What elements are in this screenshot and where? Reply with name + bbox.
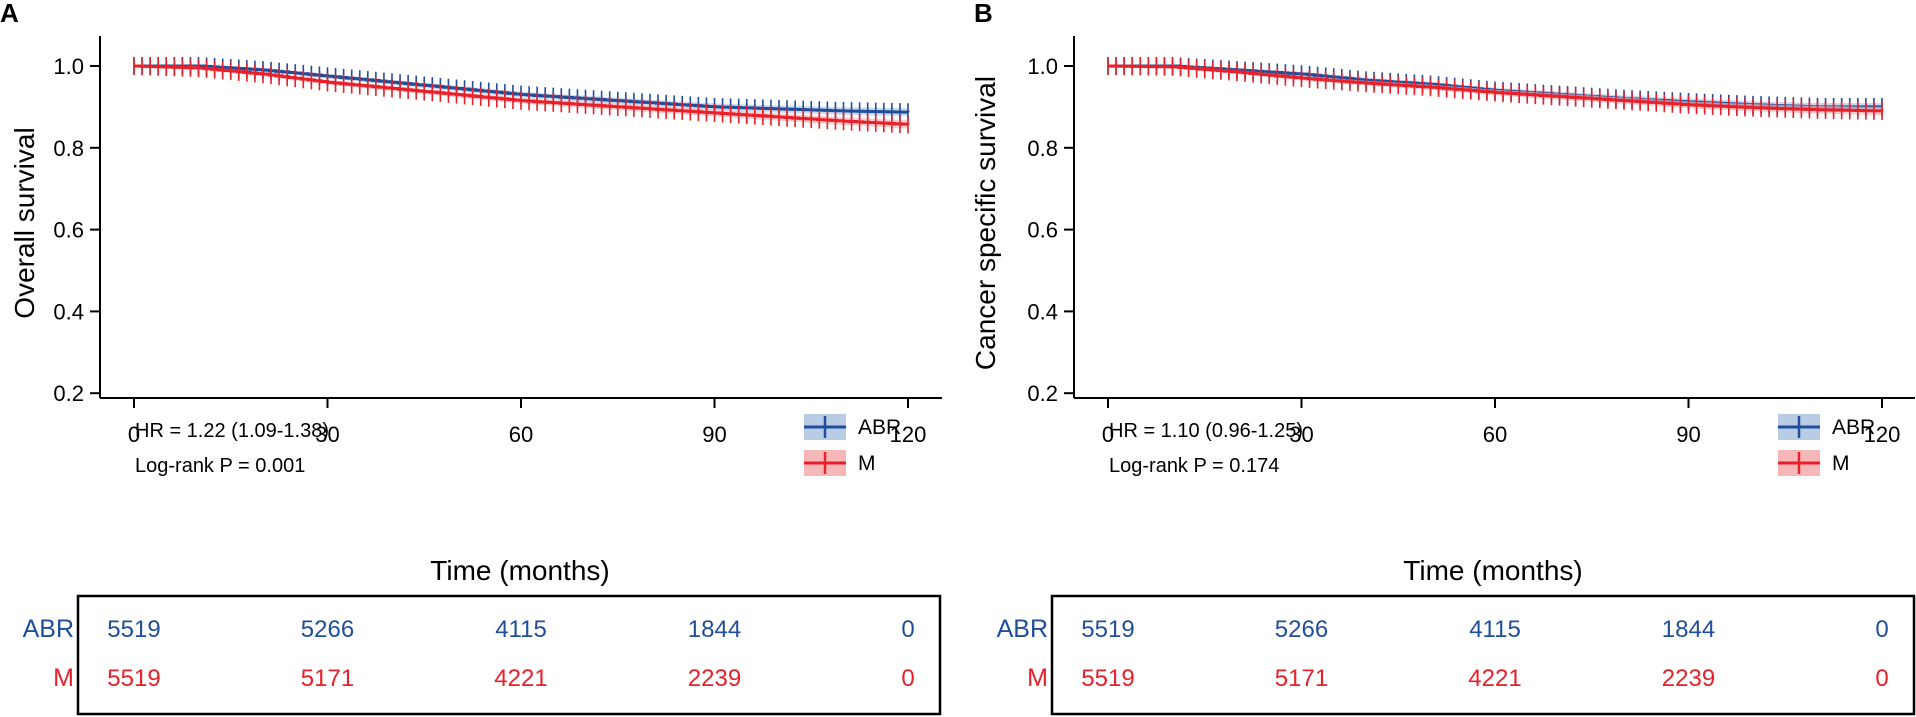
risk-cell: 4221: [1468, 665, 1521, 692]
x-tick-label: 60: [1483, 422, 1507, 447]
legend-label-m: M: [1832, 452, 1850, 475]
risk-cells: 5519 5266 4115 1844 0 5519 5171 4221 2239 0: [107, 616, 914, 692]
panel-letter: B: [974, 0, 993, 28]
hr-annotation: HR = 1.22 (1.09-1.38): [135, 420, 329, 442]
y-tick-label: 0.2: [1027, 381, 1058, 406]
legend-label-abr: ABR: [1832, 416, 1875, 439]
legend-label-abr: ABR: [858, 416, 901, 439]
y-axis-label: Overall survival: [9, 127, 40, 318]
y-ticks: 0.2 0.4 0.6 0.8 1.0: [1027, 54, 1074, 406]
x-tick-label: 0: [1102, 422, 1114, 447]
risk-table: ABR M 5519 5266 4115 1844 0 5519 5171 4221 2239 0: [997, 594, 1916, 716]
risk-cell: 5266: [301, 616, 354, 643]
risk-cell: 4221: [494, 665, 547, 692]
risk-cell: 0: [901, 665, 914, 692]
x-tick-label: 120: [890, 422, 927, 447]
legend-label-m: M: [858, 452, 876, 475]
x-tick-label: 60: [509, 422, 533, 447]
x-ticks: 0 30 60 90 120: [128, 398, 926, 447]
risk-cell: 1844: [688, 616, 741, 643]
risk-row-label-abr: ABR: [997, 615, 1048, 643]
y-tick-label: 0.4: [1027, 299, 1058, 324]
survival-line-abr: [134, 64, 910, 114]
risk-cell: 4115: [495, 616, 547, 643]
risk-cell: 2239: [1662, 665, 1715, 692]
x-tick-label: 30: [315, 422, 339, 447]
risk-cell: 2239: [688, 665, 741, 692]
risk-cell: 5519: [1081, 665, 1134, 692]
y-tick-label: 0.2: [53, 381, 84, 406]
risk-cell: 5171: [1275, 665, 1328, 692]
risk-table: ABR M 5519 5266 4115 1844 0 5519 5171 4221 2239 0: [23, 594, 942, 716]
risk-table-frame: [1050, 594, 1916, 716]
series-layer: [1107, 57, 1884, 120]
series-layer: [133, 57, 910, 134]
risk-cell: 4115: [1469, 616, 1521, 643]
risk-cells: 5519 5266 4115 1844 0 5519 5171 4221 2239 0: [1081, 616, 1888, 692]
panel-b: B 0.2 0.4 0.6 0.8 1.0 0 30 60 90 120 Cancer spec…: [970, 0, 1916, 716]
x-tick-label: 0: [128, 422, 140, 447]
x-tick-label: 90: [702, 422, 726, 447]
logrank-annotation: Log-rank P = 0.174: [1109, 455, 1279, 477]
risk-cell: 5519: [1081, 616, 1134, 643]
y-tick-label: 0.6: [53, 218, 84, 243]
y-axis-label: Cancer specific survival: [970, 76, 1001, 370]
panel-letter: A: [0, 0, 19, 28]
x-axis-label: Time (months): [430, 555, 609, 586]
risk-row-label-m: M: [1027, 664, 1048, 692]
risk-table-frame: [76, 594, 942, 716]
y-tick-label: 1.0: [1027, 54, 1058, 79]
risk-cell: 1844: [1662, 616, 1715, 643]
x-tick-label: 30: [1289, 422, 1313, 447]
y-tick-label: 0.8: [53, 136, 84, 161]
legend: ABR M: [804, 414, 901, 476]
y-tick-label: 0.6: [1027, 218, 1058, 243]
risk-cell: 5266: [1275, 616, 1328, 643]
risk-cell: 5171: [301, 665, 354, 692]
risk-row-label-abr: ABR: [23, 615, 74, 643]
risk-row-label-m: M: [53, 664, 74, 692]
y-ticks: 0.2 0.4 0.6 0.8 1.0: [53, 54, 100, 406]
y-tick-label: 0.8: [1027, 136, 1058, 161]
risk-cell: 5519: [107, 665, 160, 692]
risk-cell: 0: [1875, 616, 1888, 643]
hr-annotation: HR = 1.10 (0.96-1.25): [1109, 420, 1303, 442]
y-tick-label: 1.0: [53, 54, 84, 79]
risk-cell: 5519: [107, 616, 160, 643]
x-tick-label: 90: [1676, 422, 1700, 447]
y-tick-label: 0.4: [53, 299, 84, 324]
x-axis-label: Time (months): [1403, 555, 1582, 586]
x-ticks: 0 30 60 90 120: [1102, 398, 1900, 447]
panel-a: A 0.2 0.4 0.6 0.8 1.0 0 30 60 90 120 Overall sur…: [0, 0, 942, 716]
risk-cell: 0: [901, 616, 914, 643]
risk-cell: 0: [1875, 665, 1888, 692]
x-tick-label: 120: [1864, 422, 1901, 447]
legend: ABR M: [1778, 414, 1875, 476]
logrank-annotation: Log-rank P = 0.001: [135, 455, 305, 477]
